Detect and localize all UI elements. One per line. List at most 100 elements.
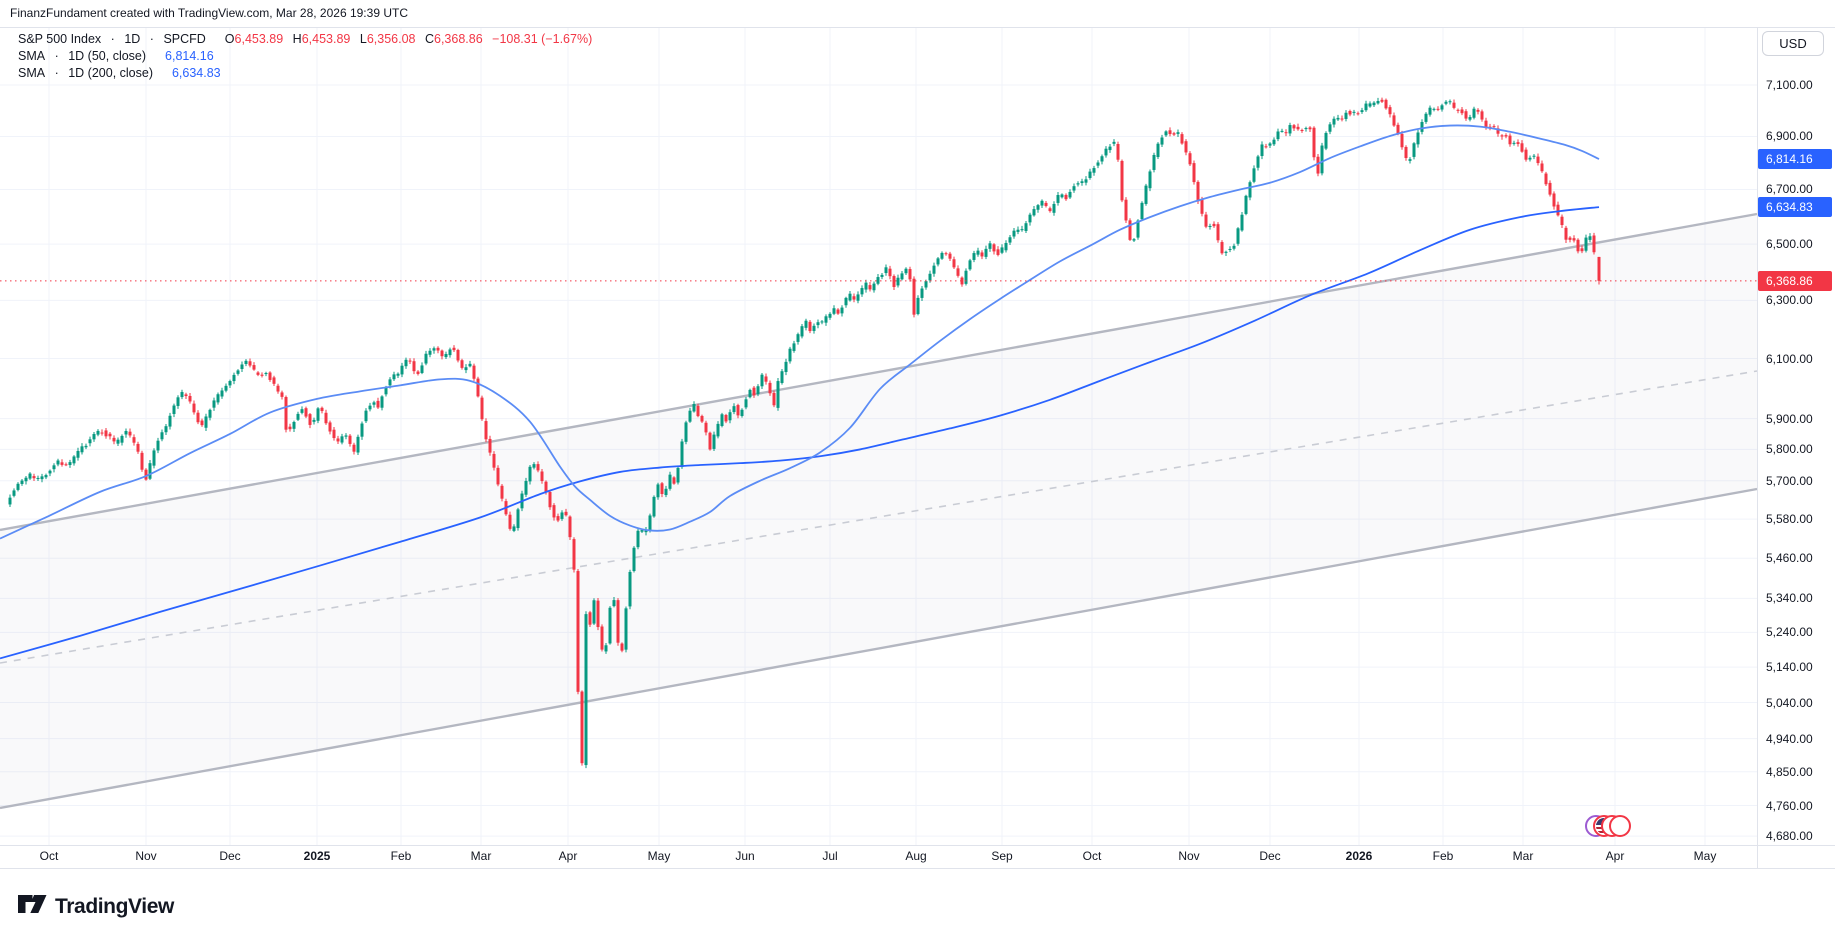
candle-body [1008,237,1012,243]
candle-body [672,477,676,484]
candle-body [1512,142,1516,144]
candle-body [744,399,748,408]
candle-body [912,278,916,315]
candle-body [812,325,816,331]
candle-body [560,512,564,519]
currency-button[interactable]: USD [1762,31,1824,56]
candle-body [180,392,184,398]
candle-body [896,277,900,286]
candle-body [984,248,988,257]
candle-body [1296,126,1300,130]
candle-body [1212,223,1216,227]
candle-body [1504,135,1508,137]
candle-body [244,360,248,364]
candle-body [600,626,604,650]
candle-body [152,450,156,466]
time-axis-label: 2025 [303,849,331,863]
legend-sma50[interactable]: SMA · 1D (50, close) 6,814.16 [18,48,592,65]
candle-body [860,288,864,295]
price-axis-label: 7,100.00 [1766,78,1813,92]
close-label: C [424,32,434,46]
price-axis-label: 5,580.00 [1766,512,1813,527]
candle-body [1116,144,1120,160]
candle-body [1064,194,1068,200]
time-axis-label: Apr [1605,849,1625,863]
price-axis-label: 5,140.00 [1766,660,1813,675]
trend-channel-fill [0,214,1757,808]
candle-body [156,440,160,451]
price-axis[interactable]: 7,100.00 6,900.00 6,700.00 6,500.00 6,300.00… [1758,27,1835,845]
candle-body [256,372,260,375]
tradingview-logo[interactable]: TradingView [18,891,174,922]
candle-body [1372,102,1376,106]
candle-body [336,438,340,442]
candle-body [916,297,920,315]
candle-body [208,409,212,418]
candle-body [252,365,256,370]
low-value: 6,356.08 [366,32,416,46]
candle-body [1388,107,1392,115]
candle-body [1556,204,1560,216]
price-axis-label: 5,700.00 [1766,473,1813,488]
candle-body [1072,186,1076,191]
candle-body [1012,230,1016,237]
candle-body [1148,171,1152,189]
candle-body [348,435,352,444]
candle-body [68,462,72,466]
trend-channel-lower-line[interactable] [0,487,1758,810]
candle-body [164,426,168,433]
candle-body [1436,108,1440,110]
trend-channel-upper-line[interactable] [0,212,1758,532]
tradingview-logo-text: TradingView [55,894,174,918]
time-axis-label: Sep [991,849,1013,863]
candle-body [844,297,848,306]
candle-body [780,371,784,384]
time-axis-label: Mar [1512,849,1534,863]
sma50-line[interactable] [0,124,1600,540]
candle-body [1248,182,1252,198]
sma50-price-badge: 6,814.16 [1758,149,1832,170]
candle-body [828,313,832,318]
price-axis-label: 5,900.00 [1766,411,1813,426]
candle-body [1256,156,1260,168]
candle-body [544,481,548,492]
legend-sma200[interactable]: SMA · 1D (200, close) 6,634.83 [18,65,592,82]
candle-body [284,397,288,430]
candle-body [412,361,416,372]
candle-body [644,529,648,533]
candle-body [1304,128,1308,130]
candle-body [140,452,144,470]
close-value: 6,368.86 [434,32,483,46]
candle-body [500,485,504,499]
candle-body [1236,228,1240,244]
candle-body [28,473,32,479]
candle-body [272,377,276,384]
candle-body [1156,143,1160,158]
candle-body [240,364,244,369]
candle-body [964,270,968,284]
time-axis[interactable]: Oct Nov Dec 2025 Feb Mar Apr May Jun Jul Aug Sep Oct… [0,845,1757,869]
candle-body [1224,251,1228,253]
candle-body [1168,130,1172,135]
candle-body [508,514,512,529]
candle-body [340,436,344,443]
candle-body [484,421,488,440]
candle-body [332,429,336,439]
candle-body [1220,242,1224,254]
sma200-line[interactable] [0,206,1600,660]
candle-body [920,288,924,298]
price-axis-label: 4,940.00 [1766,731,1813,746]
legend-separator: · [110,32,115,46]
candle-body [752,387,756,396]
candle-body [1284,132,1288,134]
price-axis-label: 4,680.00 [1766,829,1813,844]
candle-body [804,320,808,328]
trend-channel-middle-line[interactable] [0,370,1758,664]
candle-body [104,430,108,437]
legend-main-series[interactable]: S&P 500 Index · 1D · SPCFD O6,453.89 H6,… [18,31,592,48]
candle-body [312,419,316,422]
candle-body [1568,237,1572,240]
candle-body [1108,146,1112,151]
